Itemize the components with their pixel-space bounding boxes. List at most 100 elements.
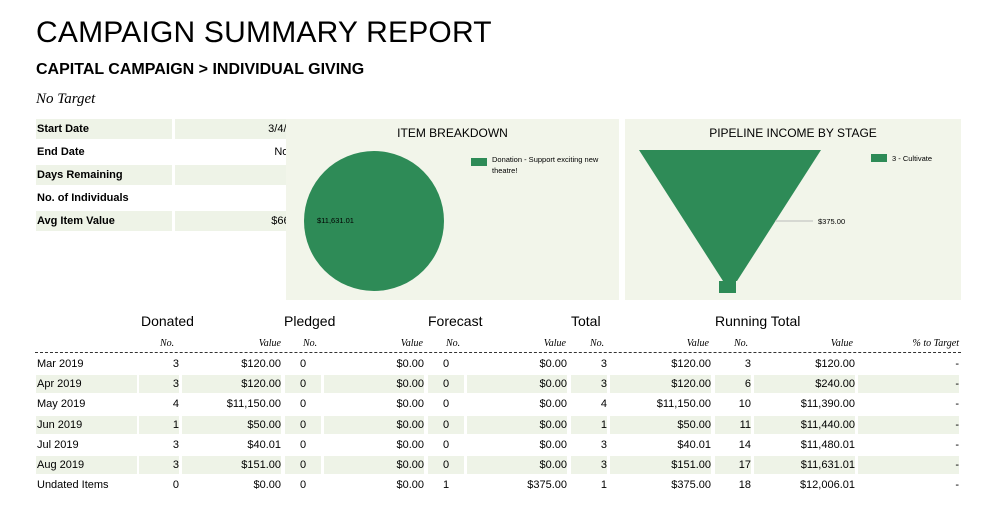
table-row: May 2019 4 $11,150.00 0 $0.00 0 $0.00 4 $11,150.…: [0, 395, 993, 415]
table-cell: $0.00: [539, 398, 567, 411]
summary-label: End Date: [37, 146, 85, 158]
table-cell: 4: [172, 398, 179, 411]
table-cell: 1: [571, 415, 607, 434]
pie-data-label: $11,631.01: [317, 216, 354, 225]
table-cell: $40.01: [677, 438, 711, 451]
pipeline-panel: PIPELINE INCOME BY STAGE $375.00 3 - Cul…: [625, 119, 961, 300]
table-cell: $11,480.01: [800, 438, 855, 451]
table-cell: $50.00: [610, 415, 711, 434]
table-cell: 3: [744, 358, 751, 370]
row-period: Jun 2019: [36, 415, 137, 434]
target-status: No Target: [36, 91, 96, 107]
table-cell: $0.00: [253, 479, 281, 492]
table-cell: $0.00: [396, 438, 424, 451]
row-period: Undated Items: [37, 479, 109, 492]
table-cell: 0: [428, 456, 464, 474]
item-breakdown-panel: ITEM BREAKDOWN $11,631.01 Donation - Sup…: [286, 119, 619, 300]
table-cell: 0: [285, 415, 321, 434]
column-subheader: Value: [400, 338, 423, 349]
group-header-running-total: Running Total: [715, 313, 801, 329]
pie-slice: [304, 151, 444, 291]
column-subheader: Value: [258, 338, 281, 349]
column-subheader: No.: [303, 338, 318, 349]
item-breakdown-chart: $11,631.01 Donation - Support exciting n…: [304, 151, 599, 291]
table-cell: 0: [299, 438, 307, 451]
table-cell: $240.00: [754, 375, 855, 394]
table-cell: $40.01: [247, 438, 281, 451]
table-cell: 0: [442, 438, 450, 451]
table-cell: 10: [738, 398, 751, 411]
table-row: Apr 2019 3 $120.00 0 $0.00 0 $0.00 3 $120.00 6 $24…: [0, 375, 993, 395]
group-header-donated: Donated: [141, 313, 194, 329]
table-cell: $0.00: [396, 479, 424, 492]
table-cell: $120.00: [671, 358, 711, 370]
table-cell: 3: [139, 375, 179, 394]
table-cell: $0.00: [324, 456, 424, 474]
group-header-pledged: Pledged: [284, 313, 336, 329]
table-cell: $0.00: [324, 375, 424, 394]
column-subheader: Value: [686, 338, 709, 349]
legend-swatch: [871, 154, 887, 162]
column-subheader: Value: [543, 338, 566, 349]
table-cell: 0: [442, 398, 450, 411]
table-cell: $120.00: [182, 375, 281, 394]
table-cell: $151.00: [182, 456, 281, 474]
summary-row-start-date: Start Date 3/4/2019: [36, 119, 311, 142]
table-row: Aug 2019 3 $151.00 0 $0.00 0 $0.00 3 $151.00 17 $1…: [0, 456, 993, 476]
table-cell: 1: [600, 479, 607, 492]
table-cell: $11,150.00: [226, 398, 281, 411]
table-cell: $120.00: [241, 358, 281, 370]
table-row: Mar 2019 3 $120.00 0 $0.00 0 $0.00 3 $120.00 3 $12…: [0, 355, 993, 375]
table-cell: 3: [139, 456, 179, 474]
funnel-neck: [719, 281, 736, 293]
column-subheader: No.: [160, 338, 175, 349]
summary-table: Start Date 3/4/2019 End Date Not Set Day…: [36, 119, 311, 234]
table-cell: -: [955, 479, 959, 492]
summary-label: Days Remaining: [36, 165, 172, 185]
table-cell: -: [858, 456, 959, 474]
table-cell: $0.00: [539, 358, 567, 370]
table-cell: -: [955, 398, 959, 411]
table-cell: 3: [172, 438, 179, 451]
summary-label: Start Date: [36, 119, 172, 139]
row-period: Mar 2019: [37, 358, 84, 370]
table-cell: 4: [600, 398, 607, 411]
table-cell: $120.00: [815, 358, 855, 370]
table-cell: $0.00: [396, 358, 424, 370]
table-cell: $0.00: [396, 398, 424, 411]
summary-row-individuals: No. of Individuals 7: [36, 188, 311, 211]
column-subheader: No.: [590, 338, 605, 349]
table-cell: 0: [299, 398, 307, 411]
table-cell: $50.00: [182, 415, 281, 434]
table-cell: $0.00: [324, 415, 424, 434]
table-cell: 1: [442, 479, 450, 492]
row-period: Jul 2019: [37, 438, 79, 451]
report-title: CAMPAIGN SUMMARY REPORT: [36, 16, 492, 49]
summary-row-avg-item: Avg Item Value $667.00: [36, 211, 311, 234]
table-cell: 6: [715, 375, 751, 394]
column-subheader: No.: [446, 338, 461, 349]
column-subheader: No.: [734, 338, 749, 349]
table-cell: 3: [571, 375, 607, 394]
table-row: Jul 2019 3 $40.01 0 $0.00 0 $0.00 3 $40.01 14 $11,…: [0, 436, 993, 456]
table-cell: 0: [299, 479, 307, 492]
table-cell: $120.00: [610, 375, 711, 394]
table-cell: 3: [600, 358, 607, 370]
table-cell: 0: [428, 415, 464, 434]
table-row: Jun 2019 1 $50.00 0 $0.00 0 $0.00 1 $50.00 11 $11,…: [0, 415, 993, 436]
table-cell: $11,440.00: [754, 415, 855, 434]
table-cell: 3: [600, 438, 607, 451]
row-period: Aug 2019: [36, 456, 137, 474]
table-row: Undated Items 0 $0.00 0 $0.00 1 $375.00 1 $375.0…: [0, 476, 993, 496]
table-cell: $12,006.01: [799, 479, 855, 492]
summary-row-days-remaining: Days Remaining -: [36, 165, 311, 188]
table-cell: $0.00: [467, 375, 567, 394]
table-cell: -: [858, 375, 959, 394]
table-cell: $11,150.00: [656, 398, 711, 411]
summary-label: No. of Individuals: [37, 192, 129, 204]
column-subheader: Value: [830, 338, 853, 349]
table-cell: 0: [428, 375, 464, 394]
column-subheader: % to Target: [912, 338, 960, 349]
table-cell: 11: [715, 415, 751, 434]
table-cell: 17: [715, 456, 751, 474]
